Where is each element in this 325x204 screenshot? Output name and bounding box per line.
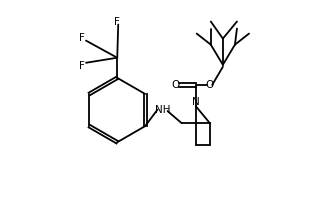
Text: F: F (79, 61, 85, 71)
Text: N: N (192, 97, 200, 107)
Text: F: F (79, 33, 85, 43)
Text: F: F (114, 17, 120, 27)
Text: O: O (172, 80, 180, 90)
Text: O: O (206, 80, 214, 90)
Text: NH: NH (155, 105, 170, 115)
